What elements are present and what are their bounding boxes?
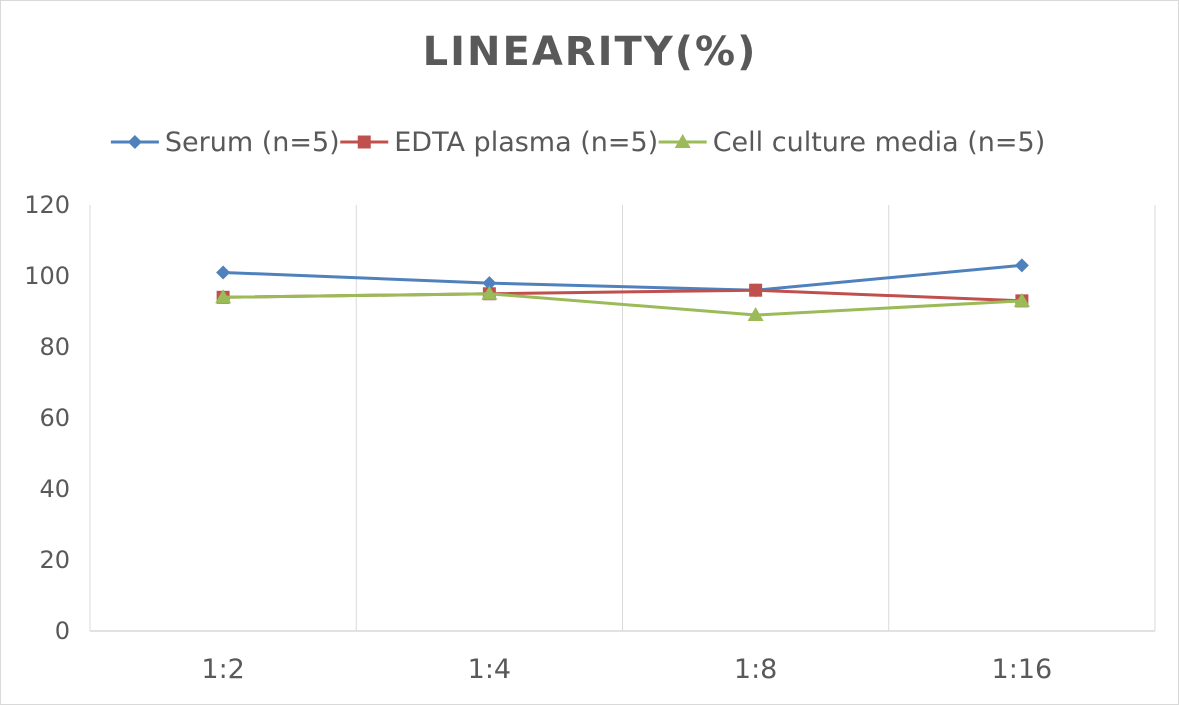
- legend-item-2: EDTA plasma (n=5): [340, 127, 658, 158]
- legend-label: EDTA plasma (n=5): [394, 127, 658, 158]
- y-tick-label: 20: [39, 546, 70, 574]
- legend-swatch-marker: [127, 135, 142, 149]
- y-axis-ticks: 0 20 40 60 80 100 120: [24, 191, 70, 645]
- legend-swatch-marker: [357, 135, 371, 149]
- gridlines: [89, 205, 1156, 631]
- data-point-marker: [1013, 292, 1030, 307]
- chart-legend: Serum (n=5) EDTA plasma (n=5) Cell culture…: [110, 127, 1046, 158]
- y-tick-label: 40: [39, 475, 70, 503]
- data-point-marker: [481, 285, 498, 300]
- legend-item-3: Cell culture media (n=5): [658, 127, 1046, 158]
- data-point-marker: [215, 289, 232, 304]
- x-axis-ticks: 1:2 1:4 1:8 1:16: [201, 654, 1052, 685]
- y-tick-label: 100: [24, 262, 70, 290]
- x-tick-label: 1:8: [734, 654, 777, 685]
- y-tick-label: 0: [55, 617, 70, 645]
- series-line: [223, 292, 1022, 317]
- y-tick-label: 120: [24, 191, 70, 219]
- legend-item-1: Serum (n=5): [110, 127, 340, 158]
- data-point-marker: [747, 307, 764, 322]
- y-tick-label: 60: [39, 404, 70, 432]
- legend-label: Cell culture media (n=5): [713, 127, 1046, 158]
- data-point-marker: [1014, 258, 1029, 273]
- series-1: [216, 258, 1029, 298]
- series-layer: [215, 258, 1030, 322]
- legend-swatch-marker: [674, 134, 691, 148]
- series-line: [223, 263, 1023, 292]
- x-tick-label: 1:4: [468, 654, 511, 685]
- legend-label: Serum (n=5): [165, 127, 340, 158]
- y-tick-label: 80: [39, 333, 70, 361]
- data-point-marker: [482, 276, 497, 291]
- x-tick-label: 1:16: [992, 654, 1053, 685]
- x-tick-label: 1:2: [201, 654, 244, 685]
- chart-title: LINEARITY(%): [423, 29, 758, 75]
- series-3: [215, 285, 1030, 322]
- data-point-marker: [749, 283, 763, 297]
- data-point-marker: [216, 265, 231, 280]
